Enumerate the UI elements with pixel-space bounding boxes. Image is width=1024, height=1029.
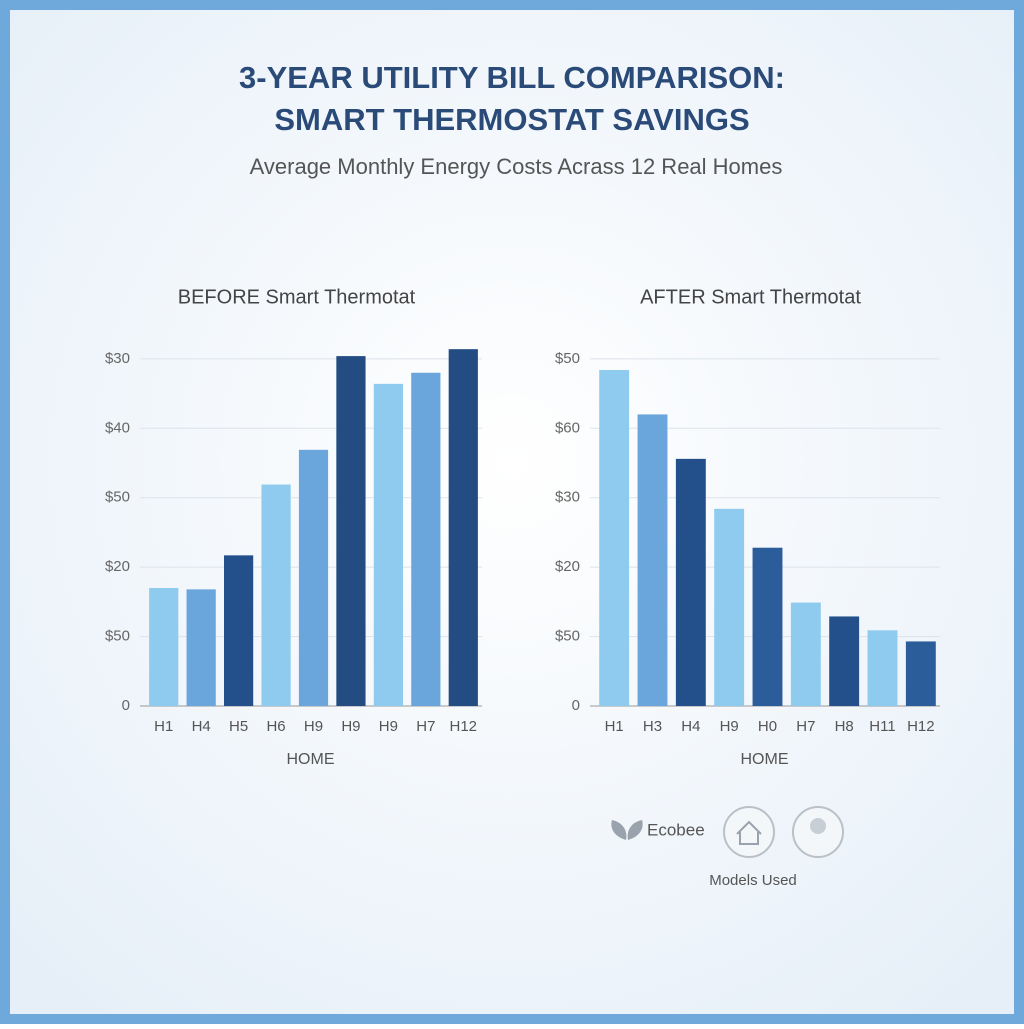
- x-tick-label: H7: [416, 718, 435, 735]
- x-tick-label: H1: [154, 718, 173, 735]
- bar: [186, 589, 216, 706]
- x-tick-label: H4: [681, 718, 700, 735]
- x-tick-label: H9: [304, 718, 323, 735]
- subtitle: Average Monthly Energy Costs Acrass 12 R…: [250, 154, 783, 179]
- y-tick-label: $50: [105, 489, 130, 506]
- x-tick-label: H0: [758, 718, 777, 735]
- x-tick-label: H12: [450, 718, 478, 735]
- bar: [149, 587, 179, 706]
- y-tick-label: $20: [555, 558, 580, 575]
- y-tick-label: $30: [555, 489, 580, 506]
- x-axis-label: HOME: [287, 751, 335, 768]
- bar: [599, 369, 630, 706]
- x-tick-label: H5: [229, 718, 248, 735]
- y-tick-label: $40: [105, 419, 130, 436]
- chart-title: AFTER Smart Thermotat: [640, 286, 861, 308]
- bar: [373, 383, 403, 706]
- y-tick-label: 0: [122, 697, 130, 714]
- x-tick-label: H9: [341, 718, 360, 735]
- x-tick-label: H11: [869, 718, 895, 735]
- x-tick-label: H8: [835, 718, 854, 735]
- bar: [829, 616, 860, 706]
- bar: [867, 630, 898, 706]
- x-tick-label: H1: [605, 718, 624, 735]
- bar: [790, 602, 821, 706]
- bar: [261, 484, 291, 706]
- leaf-icon: [611, 820, 643, 840]
- home-icon: [723, 806, 775, 858]
- x-axis-label: HOME: [741, 751, 789, 768]
- background: [10, 10, 1014, 1014]
- y-tick-label: $60: [555, 419, 580, 436]
- x-tick-label: H3: [643, 718, 662, 735]
- y-tick-label: $50: [555, 350, 580, 367]
- y-tick-label: $20: [105, 558, 130, 575]
- bar: [905, 641, 936, 706]
- bar: [714, 508, 745, 706]
- chart-title: BEFORE Smart Thermotat: [178, 286, 416, 308]
- title-line: SMART THERMOSTAT SAVINGS: [274, 102, 749, 137]
- y-tick-label: $50: [555, 628, 580, 645]
- y-tick-label: 0: [572, 697, 580, 714]
- x-tick-label: H9: [720, 718, 739, 735]
- title-line: 3-YEAR UTILITY BILL COMPARISON:: [239, 60, 785, 95]
- footer-caption: Models Used: [709, 872, 797, 889]
- brand: Ecobee: [647, 820, 705, 839]
- device-glyph: [810, 818, 826, 834]
- x-tick-label: H4: [192, 718, 211, 735]
- bar: [336, 356, 366, 706]
- bar: [411, 372, 441, 706]
- bar: [637, 414, 668, 706]
- y-tick-label: $50: [105, 628, 130, 645]
- footer: Ecobee Models Used: [611, 806, 844, 889]
- x-tick-label: H7: [796, 718, 815, 735]
- bar: [448, 349, 478, 706]
- home-glyph: [736, 820, 762, 845]
- bar: [675, 458, 706, 706]
- x-tick-label: H9: [379, 718, 398, 735]
- x-tick-label: H6: [266, 718, 285, 735]
- bar: [752, 547, 783, 706]
- x-tick-label: H12: [907, 718, 935, 735]
- bar: [298, 449, 329, 706]
- bar: [224, 555, 254, 706]
- y-tick-label: $30: [105, 350, 130, 367]
